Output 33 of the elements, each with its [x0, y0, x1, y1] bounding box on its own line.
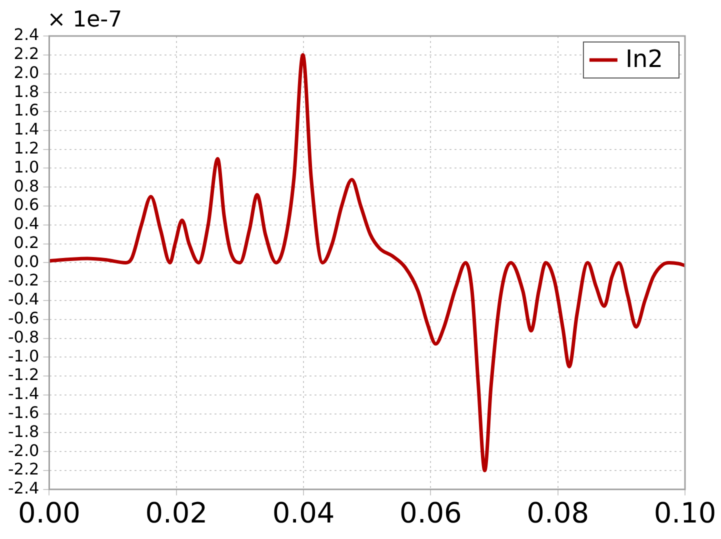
y-tick-label: 1.4 — [14, 120, 40, 139]
y-tick-label: -0.8 — [8, 327, 40, 346]
y-tick-label: -2.2 — [8, 460, 40, 479]
y-tick-label: -2.4 — [8, 478, 40, 498]
y-tick-label: 2.0 — [14, 62, 40, 82]
y-tick-label: 1.8 — [14, 82, 40, 101]
y-axis-title: × 1e-7 — [47, 8, 122, 33]
y-tick-label: -1.8 — [8, 422, 40, 441]
y-tick-label: -1.2 — [8, 365, 40, 384]
y-tick-label: 0.8 — [14, 176, 40, 196]
y-tick-label: -2.0 — [8, 440, 40, 460]
y-tick-label: -0.2 — [8, 270, 40, 290]
y-tick-label: 2.4 — [14, 25, 40, 44]
y-tick-label: 0.2 — [14, 232, 40, 252]
y-tick-label: -0.6 — [8, 308, 40, 328]
y-tick-label: -1.0 — [8, 346, 40, 366]
x-tick-label: 0.08 — [526, 496, 590, 530]
x-tick-label: 0.04 — [272, 496, 335, 530]
y-tick-label: 1.0 — [14, 157, 40, 176]
y-tick-label: 1.6 — [14, 100, 40, 120]
y-tick-label: 1.2 — [14, 138, 40, 158]
x-tick-label: 0.06 — [400, 496, 462, 530]
x-tick-label: 0.10 — [654, 496, 716, 530]
x-tick-label: 0.02 — [145, 496, 208, 530]
y-tick-label: -0.4 — [8, 290, 40, 309]
y-tick-label: -1.6 — [8, 402, 40, 422]
y-tick-label: -1.4 — [8, 384, 40, 404]
y-tick-label: 2.2 — [14, 44, 40, 64]
legend-label: In2 — [625, 45, 664, 74]
x-tick-label: 0.00 — [18, 496, 80, 530]
y-tick-label: 0.4 — [14, 214, 40, 234]
y-tick-label: 0.0 — [14, 252, 40, 271]
y-tick-label: 0.6 — [14, 195, 40, 214]
